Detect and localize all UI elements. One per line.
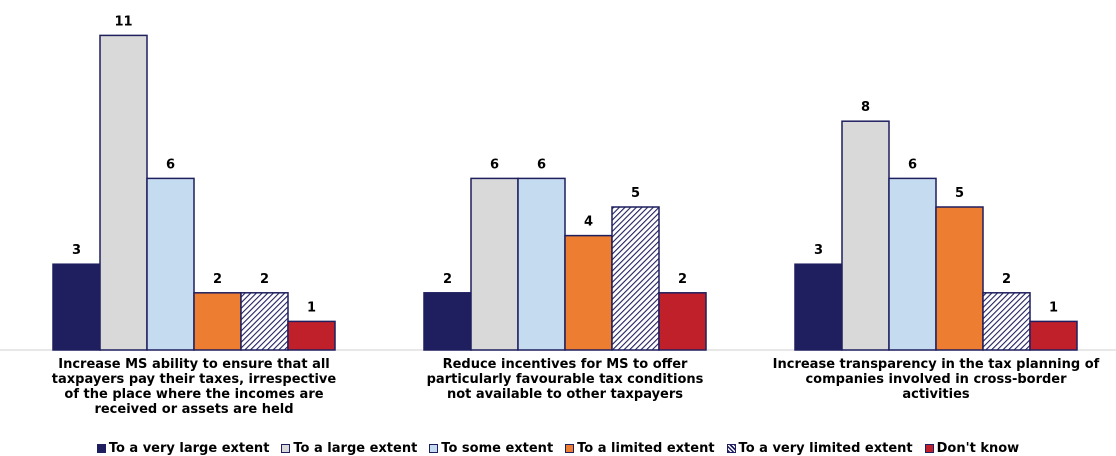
- data-label-3-6: 1: [1049, 300, 1058, 315]
- legend-swatch-5: [726, 443, 736, 453]
- bar-1-4: [193, 292, 242, 351]
- legend-label-2: To a large extent: [293, 440, 418, 456]
- bar-2-4: [564, 234, 613, 351]
- legend-item-6: Don't know: [924, 440, 1020, 456]
- data-label-2-3: 6: [537, 157, 546, 172]
- data-label-3-2: 8: [861, 100, 870, 115]
- legend-label-3: To some extent: [441, 440, 554, 456]
- legend-label-1: To a very large extent: [108, 440, 270, 456]
- legend-item-3: To some extent: [429, 441, 553, 456]
- data-label-2-5: 5: [631, 186, 640, 201]
- data-label-2-2: 6: [490, 157, 499, 172]
- bar-1-5: [240, 292, 289, 351]
- category-label-2: Reduce incentives for MS to offer partic…: [426, 357, 704, 402]
- data-label-1-2: 11: [114, 14, 132, 29]
- bar-1-3: [146, 177, 195, 351]
- bar-2-5: [611, 206, 660, 351]
- legend-item-2: To a large extent: [281, 441, 417, 456]
- legend-swatch-3: [429, 443, 439, 453]
- legend-label-4: To a limited extent: [577, 440, 715, 456]
- data-label-3-1: 3: [814, 243, 823, 258]
- data-label-1-1: 3: [72, 243, 81, 258]
- data-label-2-4: 4: [584, 215, 593, 230]
- legend-item-1: To a very large extent: [96, 440, 270, 456]
- legend-swatch-1: [96, 443, 106, 453]
- bar-2-2: [470, 177, 519, 351]
- bar-2-3: [517, 177, 566, 351]
- bar-3-2: [841, 120, 890, 351]
- legend-swatch-2: [281, 443, 291, 453]
- bars-group: 3 11 6 2 2 1 2 6 6 4 5 2 3 8 6 5 2 1: [52, 14, 1078, 351]
- bar-3-3: [888, 177, 937, 351]
- bar-3-1: [794, 263, 843, 351]
- data-label-1-5: 2: [260, 272, 269, 287]
- bar-3-6: [1029, 320, 1078, 351]
- bar-2-1: [423, 292, 472, 351]
- legend-label-5: To a very limited extent: [738, 440, 913, 456]
- bar-1-2: [99, 34, 148, 351]
- legend-swatch-4: [565, 443, 575, 453]
- data-label-1-4: 2: [213, 272, 222, 287]
- legend-item-4: To a limited extent: [565, 440, 715, 456]
- data-label-3-5: 2: [1002, 272, 1011, 287]
- data-label-1-3: 6: [166, 157, 175, 172]
- bar-3-5: [982, 292, 1031, 351]
- legend-item-5: To a very limited extent: [726, 440, 913, 456]
- bar-3-4: [935, 206, 984, 351]
- data-label-3-4: 5: [955, 186, 964, 201]
- data-label-3-3: 6: [908, 157, 917, 172]
- bar-1-1: [52, 263, 101, 351]
- legend-label-6: Don't know: [936, 440, 1020, 456]
- category-label-3: Increase transparency in the tax plannin…: [772, 357, 1100, 402]
- category-label-1: Increase MS ability to ensure that all t…: [51, 357, 337, 417]
- legend: To a very large extent To a large extent T…: [0, 440, 1116, 456]
- data-label-1-6: 1: [307, 300, 316, 315]
- data-label-2-1: 2: [443, 272, 452, 287]
- legend-swatch-6: [924, 443, 934, 453]
- bar-2-6: [658, 292, 707, 351]
- bar-1-6: [287, 320, 336, 351]
- data-label-2-6: 2: [678, 272, 687, 287]
